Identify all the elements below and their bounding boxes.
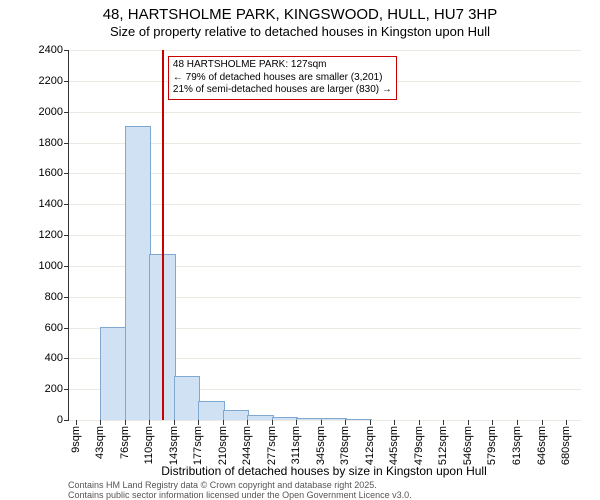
- xtick-label: 613sqm: [511, 426, 523, 465]
- callout-box: 48 HARTSHOLME PARK: 127sqm← 79% of detac…: [168, 56, 397, 100]
- ytick-label: 2200: [39, 75, 63, 87]
- xtick-mark: [174, 420, 175, 425]
- callout-line: 48 HARTSHOLME PARK: 127sqm: [173, 59, 392, 72]
- ytick-mark: [64, 235, 69, 236]
- xtick-label: 177sqm: [192, 426, 204, 465]
- x-axis-label: Distribution of detached houses by size …: [68, 464, 580, 478]
- xtick-label: 680sqm: [560, 426, 572, 465]
- ytick-mark: [64, 297, 69, 298]
- ytick-mark: [64, 204, 69, 205]
- ytick-label: 0: [57, 414, 63, 426]
- ytick-label: 600: [45, 322, 63, 334]
- xtick-label: 479sqm: [413, 426, 425, 465]
- xtick-mark: [100, 420, 101, 425]
- xtick-label: 345sqm: [315, 426, 327, 465]
- xtick-label: 43sqm: [94, 426, 106, 459]
- footnote-2: Contains public sector information licen…: [68, 490, 412, 500]
- xtick-mark: [321, 420, 322, 425]
- xtick-mark: [223, 420, 224, 425]
- xtick-mark: [272, 420, 273, 425]
- xtick-mark: [517, 420, 518, 425]
- ytick-mark: [64, 358, 69, 359]
- xtick-mark: [443, 420, 444, 425]
- histogram-bar: [272, 417, 299, 420]
- xtick-mark: [370, 420, 371, 425]
- ytick-mark: [64, 143, 69, 144]
- ytick-label: 400: [45, 352, 63, 364]
- chart-subtitle: Size of property relative to detached ho…: [0, 24, 600, 39]
- histogram-bar: [198, 401, 224, 421]
- ytick-mark: [64, 173, 69, 174]
- xtick-label: 110sqm: [143, 426, 155, 464]
- xtick-label: 76sqm: [119, 426, 131, 459]
- xtick-mark: [542, 420, 543, 425]
- xtick-mark: [247, 420, 248, 425]
- histogram-bar: [321, 418, 347, 420]
- ytick-label: 1800: [39, 137, 63, 149]
- xtick-label: 143sqm: [168, 426, 180, 465]
- xtick-label: 512sqm: [437, 426, 449, 465]
- xtick-label: 277sqm: [266, 426, 278, 465]
- xtick-mark: [296, 420, 297, 425]
- xtick-label: 210sqm: [217, 426, 229, 465]
- histogram-bar: [125, 126, 152, 420]
- ytick-mark: [64, 112, 69, 113]
- ytick-label: 200: [45, 383, 63, 395]
- histogram-bar: [174, 376, 201, 420]
- xtick-mark: [198, 420, 199, 425]
- ytick-label: 2400: [39, 44, 63, 56]
- xtick-mark: [149, 420, 150, 425]
- xtick-label: 378sqm: [339, 426, 351, 465]
- xtick-label: 546sqm: [462, 426, 474, 465]
- callout-line: 21% of semi-detached houses are larger (…: [173, 84, 392, 97]
- ytick-mark: [64, 420, 69, 421]
- histogram-bar: [345, 419, 372, 420]
- ytick-mark: [64, 266, 69, 267]
- xtick-mark: [566, 420, 567, 425]
- xtick-label: 579sqm: [486, 426, 498, 465]
- ytick-label: 1600: [39, 167, 63, 179]
- xtick-mark: [76, 420, 77, 425]
- footnote-1: Contains HM Land Registry data © Crown c…: [68, 480, 377, 490]
- xtick-mark: [345, 420, 346, 425]
- ytick-label: 1000: [39, 260, 63, 272]
- chart-container: 48, HARTSHOLME PARK, KINGSWOOD, HULL, HU…: [0, 0, 600, 500]
- ytick-mark: [64, 50, 69, 51]
- ytick-label: 1400: [39, 198, 63, 210]
- ytick-label: 800: [45, 291, 63, 303]
- xtick-label: 311sqm: [290, 426, 302, 464]
- xtick-mark: [468, 420, 469, 425]
- gridline: [69, 50, 581, 51]
- ytick-label: 1200: [39, 229, 63, 241]
- ytick-label: 2000: [39, 106, 63, 118]
- xtick-mark: [125, 420, 126, 425]
- histogram-bar: [100, 327, 126, 421]
- xtick-label: 412sqm: [364, 426, 376, 465]
- histogram-bar: [247, 415, 273, 420]
- xtick-label: 9sqm: [70, 426, 82, 453]
- gridline: [69, 112, 581, 113]
- ytick-mark: [64, 328, 69, 329]
- xtick-label: 445sqm: [388, 426, 400, 465]
- ytick-mark: [64, 81, 69, 82]
- marker-line: [162, 50, 164, 420]
- histogram-bar: [296, 418, 323, 420]
- xtick-label: 646sqm: [536, 426, 548, 465]
- xtick-label: 244sqm: [241, 426, 253, 465]
- xtick-mark: [492, 420, 493, 425]
- xtick-mark: [394, 420, 395, 425]
- chart-title: 48, HARTSHOLME PARK, KINGSWOOD, HULL, HU…: [0, 6, 600, 23]
- histogram-bar: [223, 410, 250, 420]
- ytick-mark: [64, 389, 69, 390]
- callout-line: ← 79% of detached houses are smaller (3,…: [173, 72, 392, 85]
- gridline: [69, 420, 581, 421]
- plot-area: 0200400600800100012001400160018002000220…: [68, 50, 581, 421]
- xtick-mark: [419, 420, 420, 425]
